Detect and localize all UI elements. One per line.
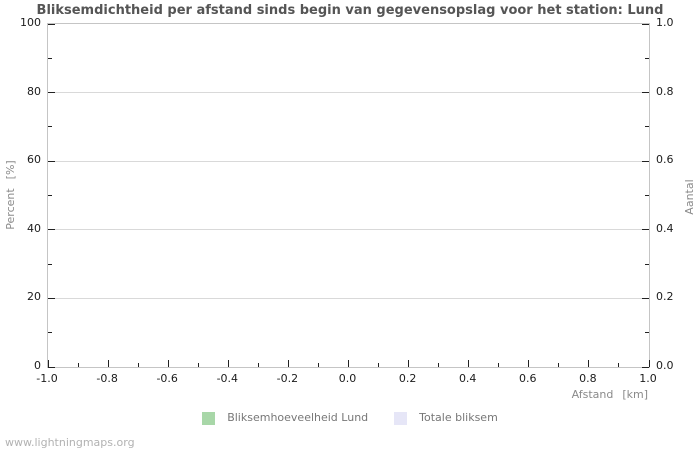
x-tick-minor: [77, 363, 79, 367]
x-axis-unit: [km]: [622, 388, 648, 401]
x-tick-minor: [137, 363, 139, 367]
y-tick-label-right: 0.2: [656, 290, 674, 304]
y-tick-minor-right: [645, 57, 649, 59]
x-tick-minor: [618, 363, 620, 367]
y-tick-major-left: [48, 297, 55, 299]
x-tick-label: 1.0: [639, 372, 657, 385]
x-tick-major: [227, 360, 229, 367]
y-tick-label-right: 0.6: [656, 153, 674, 167]
h-gridline: [48, 160, 649, 162]
y-tick-major-left: [48, 23, 55, 25]
y-tick-minor-left: [48, 195, 52, 196]
y-tick-minor-left: [48, 126, 52, 128]
x-tick-major: [348, 360, 349, 367]
y-tick-label-left: 40: [27, 221, 41, 235]
x-tick-label: -1.0: [36, 372, 58, 385]
x-tick-minor: [197, 363, 199, 367]
h-gridline: [48, 92, 649, 94]
y-tick-major-right: [642, 366, 649, 368]
x-tick-major: [47, 360, 49, 367]
x-tick-major: [648, 360, 650, 367]
x-tick-minor: [438, 363, 440, 367]
h-gridline: [48, 297, 649, 299]
y-tick-label-left: 0: [34, 359, 41, 372]
y-tick-major-left: [48, 160, 55, 162]
y-tick-minor-right: [645, 263, 649, 265]
legend: Bliksemhoeveelheid Lund Totale bliksem: [0, 411, 700, 425]
y-axis-label-left: Percent[%]: [4, 95, 18, 295]
x-axis-text: Afstand: [571, 388, 614, 401]
x-tick-minor: [257, 363, 259, 367]
legend-label: Totale bliksem: [419, 411, 498, 424]
h-gridline: [48, 229, 649, 231]
y-tick-label-left: 80: [27, 84, 41, 98]
y-tick-major-right: [642, 23, 649, 25]
x-tick-label: 0.6: [519, 372, 537, 385]
y-tick-major-right: [642, 92, 649, 94]
x-tick-minor: [378, 363, 380, 367]
x-tick-label: 0.4: [458, 372, 477, 385]
y-tick-minor-left: [48, 57, 52, 59]
x-tick-minor: [558, 363, 560, 367]
y-tick-minor-right: [645, 126, 649, 128]
y-tick-minor-right: [645, 195, 649, 196]
x-tick-label: -0.4: [216, 372, 239, 385]
y-tick-label-left: 20: [27, 290, 41, 304]
plot-area: [47, 23, 650, 368]
x-tick-major: [588, 360, 590, 367]
chart-title: Bliksemdichtheid per afstand sinds begin…: [36, 3, 664, 18]
x-tick-major: [167, 360, 169, 367]
legend-label: Bliksemhoeveelheid Lund: [227, 411, 369, 424]
x-tick-minor: [498, 363, 500, 367]
x-tick-major: [408, 360, 410, 367]
x-tick-major: [528, 360, 530, 367]
x-tick-major: [107, 360, 109, 367]
y-tick-minor-left: [48, 263, 52, 265]
x-tick-major: [468, 360, 470, 367]
y-tick-label-right: 0.4: [656, 221, 674, 235]
y-tick-minor-right: [645, 332, 649, 334]
y-tick-major-left: [48, 229, 55, 231]
y-tick-label-right: 1.0: [656, 16, 674, 29]
y-tick-label-right: 0.0: [656, 359, 674, 372]
x-tick-label: 0.2: [398, 372, 417, 385]
y-tick-label-left: 100: [20, 16, 41, 29]
x-tick-label: 0.8: [579, 372, 597, 385]
x-tick-label: -0.8: [96, 372, 118, 385]
x-tick-label: -0.2: [276, 372, 299, 385]
y-tick-major-right: [642, 297, 649, 299]
y-tick-major-left: [48, 92, 55, 94]
x-tick-label: 0.0: [338, 372, 357, 385]
legend-swatch-lavender: [394, 411, 408, 425]
y-tick-major-right: [642, 229, 649, 231]
y-tick-label-right: 0.8: [656, 84, 674, 98]
y-tick-major-right: [642, 160, 649, 162]
legend-item-totale-bliksem: Totale bliksem: [394, 411, 498, 425]
watermark-link: www.lightningmaps.org: [5, 436, 135, 449]
x-tick-major: [287, 360, 289, 367]
x-tick-label: -0.6: [156, 372, 178, 385]
x-axis-label: Afstand [km]: [400, 388, 648, 401]
y-axis-label-right: Aantal: [683, 179, 696, 215]
y-tick-minor-left: [48, 332, 52, 334]
legend-swatch-green: [202, 411, 216, 425]
x-tick-minor: [317, 363, 319, 367]
y-tick-label-left: 60: [27, 153, 41, 167]
legend-item-bliksemhoeveelheid: Bliksemhoeveelheid Lund: [202, 411, 368, 425]
y-tick-major-left: [48, 366, 55, 368]
